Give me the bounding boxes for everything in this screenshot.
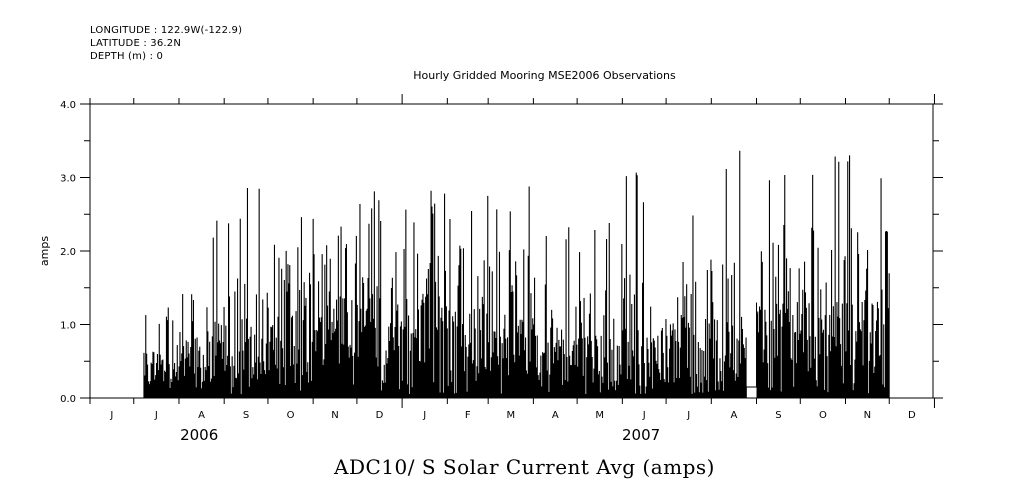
x-month-label: D bbox=[376, 410, 384, 421]
x-month-label: M bbox=[595, 410, 604, 421]
y-tick-label: 4.0 bbox=[60, 100, 76, 111]
x-month-label: J bbox=[422, 410, 426, 421]
gap-mask bbox=[746, 386, 757, 398]
gap-outline bbox=[745, 302, 758, 398]
x-year-label: 2007 bbox=[622, 426, 660, 444]
plot-subtitle: Hourly Gridded Mooring MSE2006 Observati… bbox=[413, 69, 676, 82]
y-tick-label: 0.0 bbox=[60, 394, 76, 405]
depth-label: DEPTH (m) : 0 bbox=[90, 51, 164, 62]
x-year-label: 2006 bbox=[180, 426, 218, 444]
y-axis-label: amps bbox=[38, 236, 51, 266]
x-month-label: J bbox=[109, 410, 113, 421]
data-series bbox=[143, 150, 890, 398]
x-month-label: S bbox=[243, 410, 249, 421]
longitude-label: LONGITUDE : 122.9W(-122.9) bbox=[90, 25, 243, 36]
x-month-label: N bbox=[864, 410, 871, 421]
x-month-label: F bbox=[465, 410, 471, 421]
latitude-label: LATITUDE : 36.2N bbox=[90, 38, 182, 49]
x-month-label: A bbox=[198, 410, 205, 421]
x-month-label: N bbox=[331, 410, 338, 421]
chart-title: ADC10/ S Solar Current Avg (amps) bbox=[334, 455, 715, 479]
x-month-label: M bbox=[506, 410, 515, 421]
x-month-label: J bbox=[686, 410, 690, 421]
x-axis: J J A S O N D J F M A M J J A S O N D 2006 2007 bbox=[89, 94, 935, 444]
y-tick-label: 3.0 bbox=[60, 174, 76, 185]
series-bars bbox=[143, 150, 890, 398]
x-month-label: J bbox=[642, 410, 646, 421]
y-tick-label: 1.0 bbox=[60, 321, 76, 332]
x-month-label: S bbox=[775, 410, 781, 421]
y-tick-label: 2.0 bbox=[60, 247, 76, 258]
x-month-label: J bbox=[154, 410, 158, 421]
x-month-label: O bbox=[287, 410, 295, 421]
x-month-label: A bbox=[552, 410, 559, 421]
x-month-label: O bbox=[819, 410, 827, 421]
x-month-label: A bbox=[730, 410, 737, 421]
x-month-label: D bbox=[908, 410, 916, 421]
